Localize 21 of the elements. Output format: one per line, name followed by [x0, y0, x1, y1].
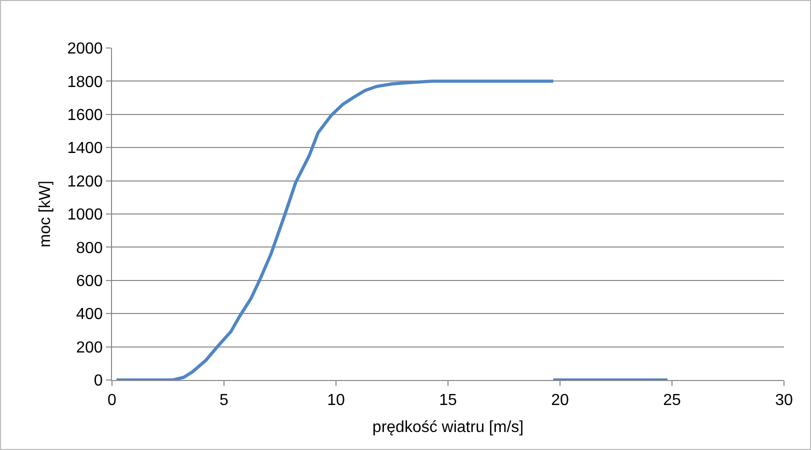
- y-tick-label: 0: [94, 372, 103, 390]
- y-tick-label: 1000: [67, 206, 103, 224]
- y-tick-label: 600: [76, 273, 103, 290]
- y-tick-label: 400: [76, 306, 103, 324]
- x-tick-label: 5: [220, 392, 229, 410]
- x-tick-label: 20: [551, 392, 569, 410]
- y-tick-label: 1400: [67, 140, 103, 158]
- line-series: [114, 80, 555, 380]
- y-tick-label: 200: [76, 339, 103, 356]
- x-axis-title: prędkość wiatru [m/s]: [372, 418, 524, 436]
- x-tick-label: 0: [108, 392, 117, 410]
- x-tick-label: 10: [327, 392, 345, 410]
- y-tick-label: 1800: [67, 74, 103, 91]
- y-tick-label: 1200: [67, 173, 103, 190]
- y-tick-label: 2000: [67, 40, 103, 58]
- x-tick-label: 15: [439, 392, 457, 410]
- y-tick-label: 800: [76, 240, 103, 257]
- y-tick-label: 1600: [67, 107, 103, 124]
- x-tick-label: 25: [663, 392, 681, 410]
- x-tick-label: 30: [775, 392, 793, 410]
- y-axis-title: moc [kW]: [37, 180, 54, 248]
